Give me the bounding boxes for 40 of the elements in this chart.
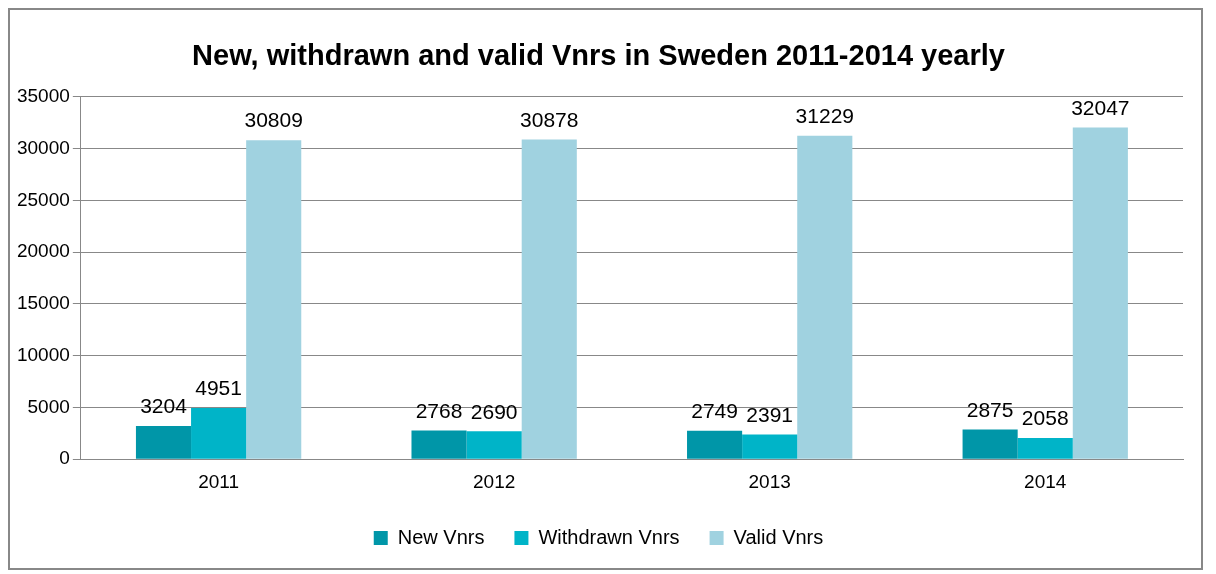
data-label: 30809 <box>244 108 303 132</box>
data-label: 30878 <box>520 107 579 131</box>
bar <box>411 430 467 459</box>
y-tick-label: 10000 <box>16 343 70 365</box>
legend-label: Valid Vnrs <box>733 525 824 548</box>
data-label: 2875 <box>966 397 1014 421</box>
bar <box>962 429 1018 459</box>
legend-label: Withdrawn Vnrs <box>538 525 680 548</box>
data-label: 2391 <box>746 402 794 426</box>
bar <box>687 430 743 459</box>
bar <box>135 426 192 459</box>
data-label: 31229 <box>795 104 854 128</box>
y-tick-label: 0 <box>59 447 70 469</box>
bar <box>797 135 853 459</box>
data-label: 4951 <box>195 376 242 400</box>
y-tick-label: 35000 <box>16 85 70 107</box>
data-label: 32047 <box>1071 95 1130 119</box>
x-tick-label: 2012 <box>473 470 516 492</box>
x-tick-label: 2013 <box>748 470 791 492</box>
y-tick-label: 15000 <box>16 292 70 314</box>
x-tick-label: 2011 <box>198 470 240 492</box>
chart-title: New, withdrawn and valid Vnrs in Sweden 2011-2014 yearly <box>192 39 1005 72</box>
bar <box>246 140 302 459</box>
legend-label: New Vnrs <box>397 525 485 548</box>
bar <box>1072 127 1128 459</box>
data-label: 3204 <box>140 394 188 418</box>
bar <box>466 431 522 459</box>
data-label: 2768 <box>415 398 463 422</box>
data-label: 2749 <box>691 399 738 423</box>
y-tick-label: 20000 <box>16 240 70 262</box>
data-label: 2058 <box>1021 406 1069 430</box>
y-tick-label: 30000 <box>16 136 70 158</box>
bar <box>742 434 798 459</box>
data-label: 2690 <box>470 399 518 423</box>
x-tick-label: 2014 <box>1024 470 1067 492</box>
bar <box>521 139 577 459</box>
bar <box>191 407 247 459</box>
y-tick-label: 5000 <box>27 395 70 417</box>
bar <box>1017 437 1073 459</box>
y-tick-label: 25000 <box>16 188 70 210</box>
